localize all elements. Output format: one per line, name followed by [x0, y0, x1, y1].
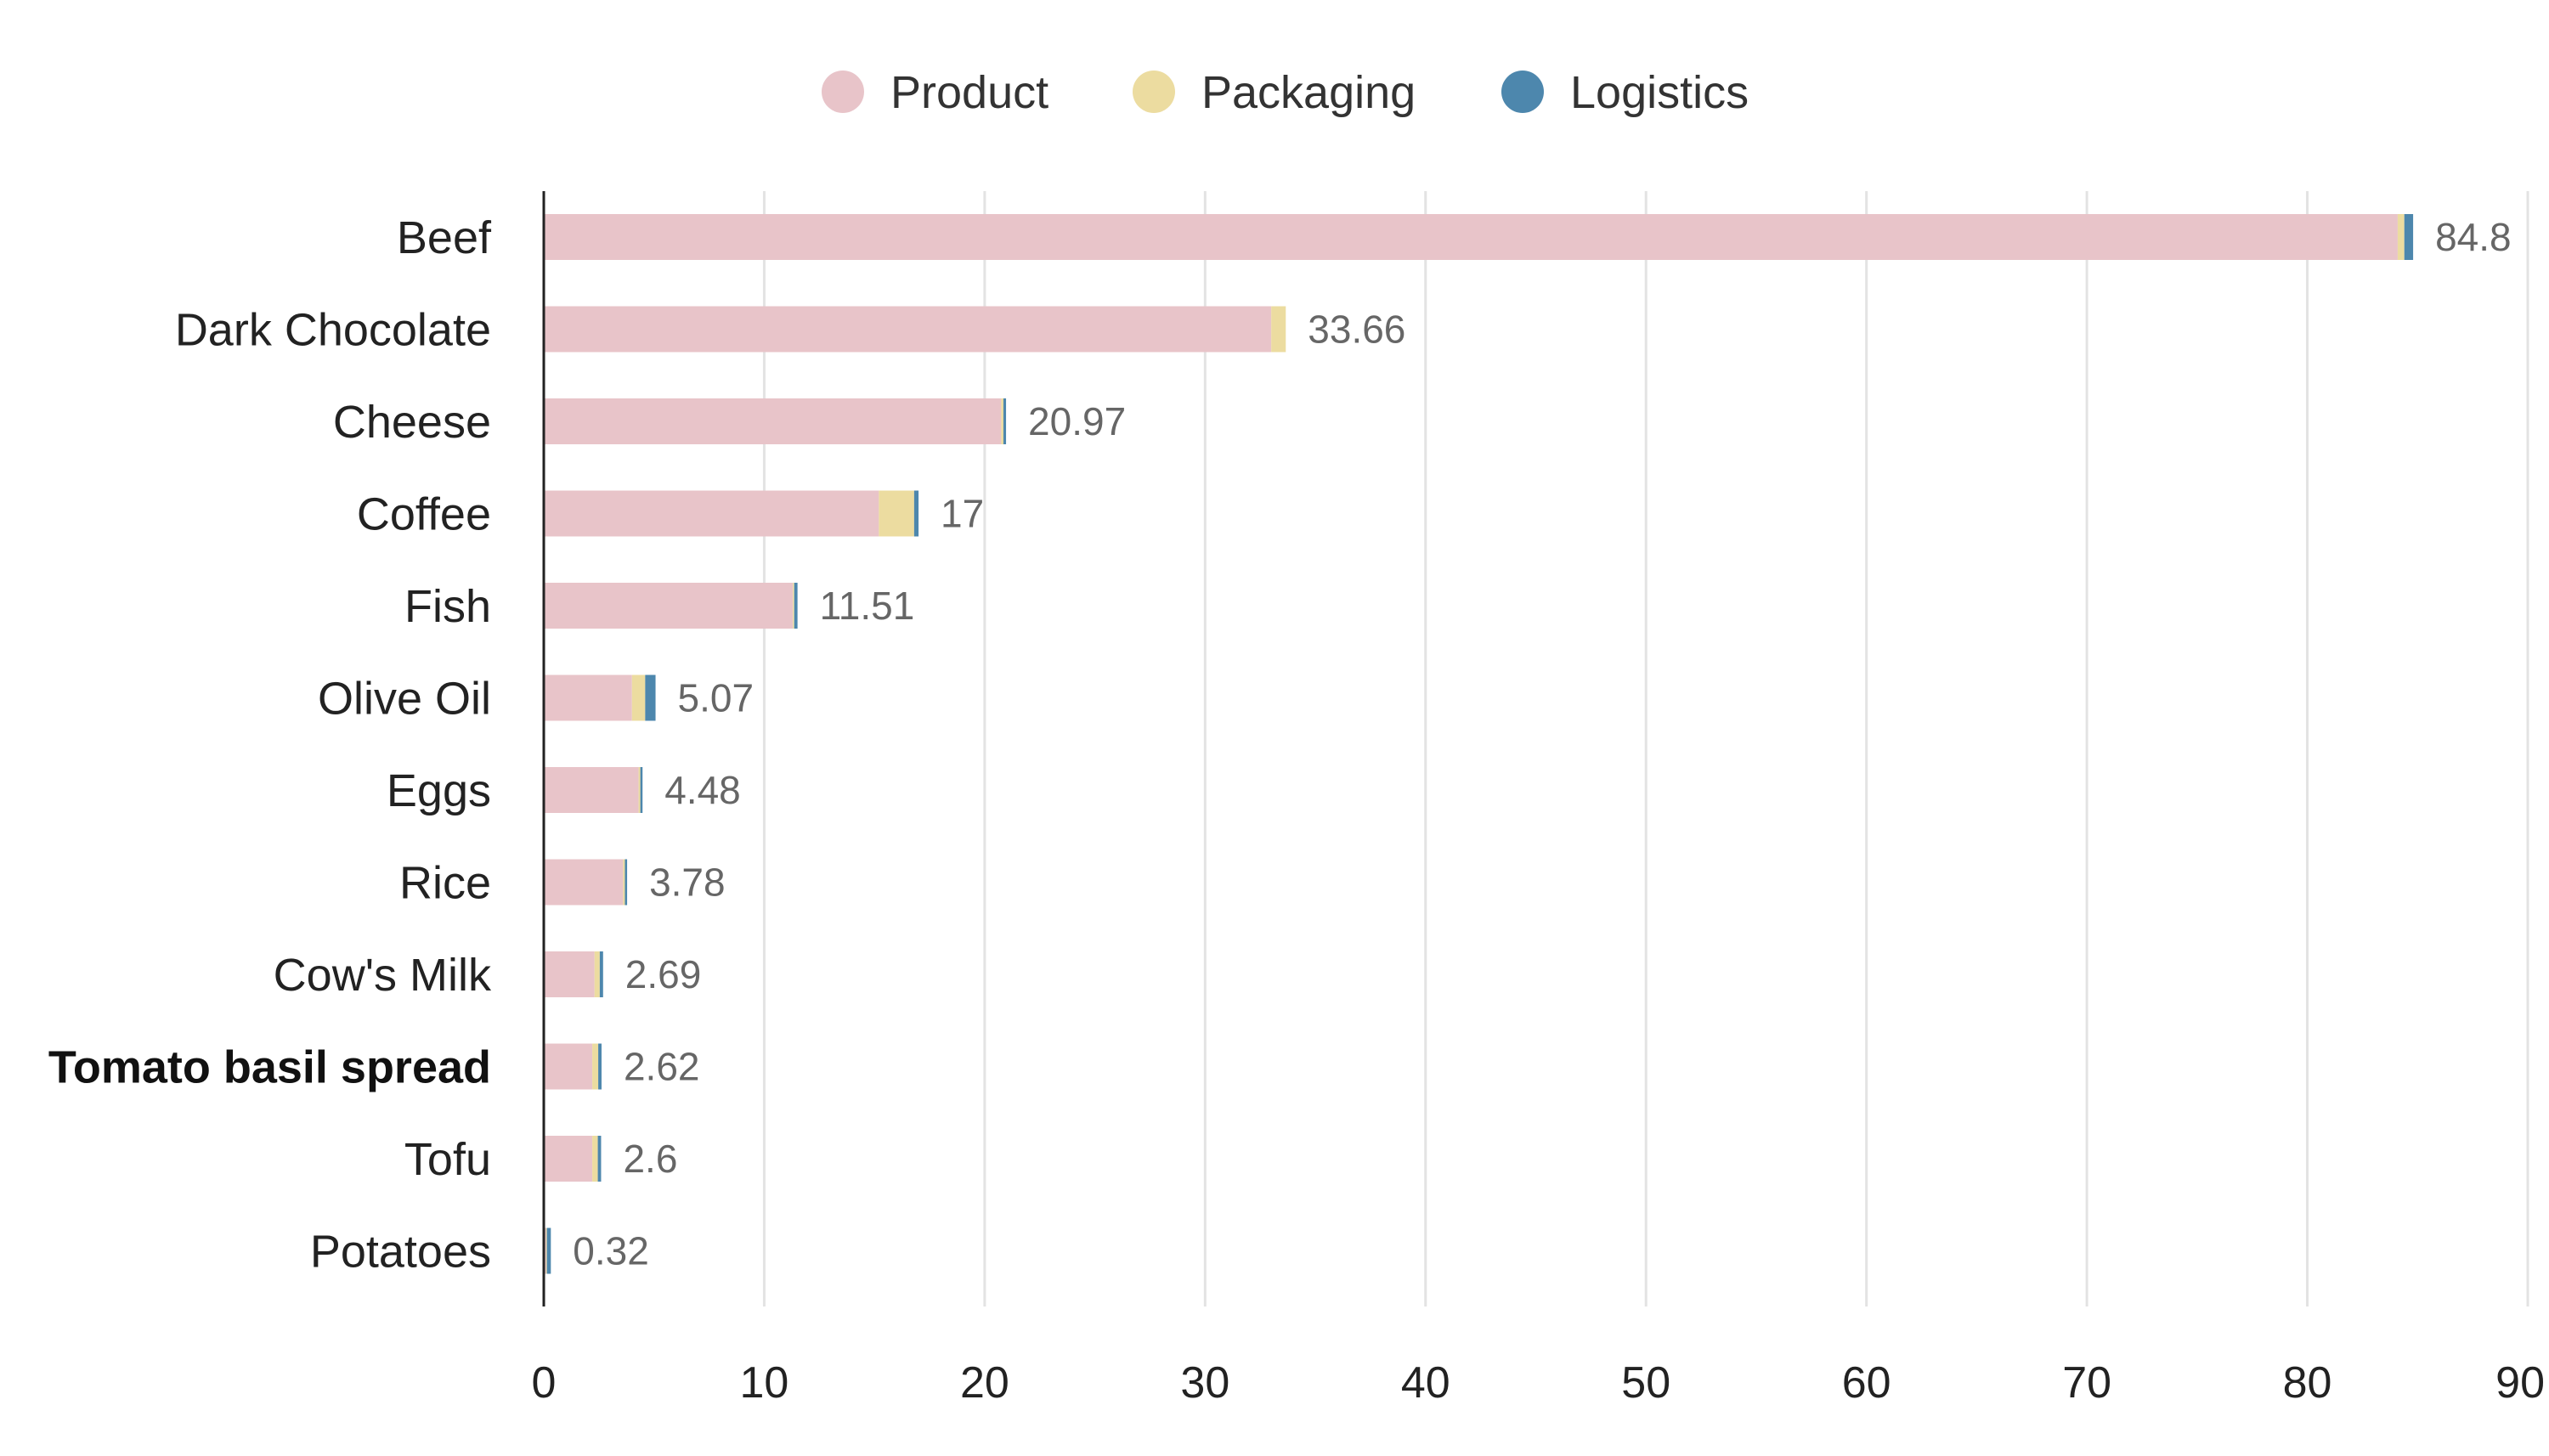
bar-cheese-product [544, 398, 1002, 444]
legend-logistics-marker [1501, 71, 1544, 113]
x-tick-label-80: 80 [2283, 1358, 2332, 1408]
bar-cow-s-milk-packaging [594, 951, 600, 997]
x-tick-label-10: 10 [740, 1358, 789, 1408]
bar-fish-logistics [794, 583, 798, 629]
chart-legend: Product Packaging Logistics [822, 67, 1749, 118]
grid-lines [762, 191, 2529, 1306]
x-tick-label-70: 70 [2062, 1358, 2111, 1408]
bar-fish-packaging [793, 583, 794, 629]
category-label: Olive Oil [318, 674, 491, 725]
bars-area: Beef 84.8 Dark Chocolate 33.66 Cheese 20.97 Co… [48, 212, 2512, 1278]
category-label: Eggs [387, 765, 491, 816]
bar-cow-s-milk-logistics [599, 951, 603, 997]
x-tick-label-50: 50 [1621, 1358, 1670, 1408]
category-label: Tofu [404, 1134, 491, 1185]
legend-product-marker [822, 71, 864, 113]
bar-value-label: 2.69 [625, 952, 702, 996]
bar-value-label: 5.07 [678, 676, 755, 720]
x-tick-label-40: 40 [1401, 1358, 1450, 1408]
bar-value-label: 11.51 [820, 584, 915, 628]
bar-eggs-packaging [638, 767, 641, 813]
x-tick-label-60: 60 [1842, 1358, 1891, 1408]
axes: 0 10 20 30 40 50 60 70 80 90 [532, 191, 2545, 1408]
bar-tomato-basil-spread-packaging [592, 1043, 599, 1090]
bar-value-label: 84.8 [2435, 215, 2512, 259]
x-tick-label-20: 20 [960, 1358, 1009, 1408]
bar-olive-oil-packaging [631, 674, 646, 721]
category-label: Beef [397, 212, 492, 263]
category-label: Cow's Milk [274, 950, 492, 1001]
bar-value-label: 0.32 [573, 1229, 649, 1273]
legend-packaging-marker [1133, 71, 1175, 113]
category-label: Rice [399, 858, 491, 909]
bar-cow-s-milk-product [544, 951, 595, 997]
bar-tofu-packaging [592, 1136, 598, 1182]
bar-rice-product [544, 859, 624, 906]
x-tick-label-90: 90 [2495, 1358, 2545, 1408]
category-label: Coffee [357, 489, 491, 540]
x-tick-label-30: 30 [1180, 1358, 1229, 1408]
bar-beef-packaging [2397, 214, 2405, 260]
bar-value-label: 20.97 [1028, 399, 1126, 443]
legend-logistics-label: Logistics [1570, 67, 1749, 118]
bar-dark-chocolate-product [544, 306, 1272, 353]
category-label: Tomato basil spread [48, 1042, 491, 1093]
bar-value-label: 4.48 [664, 768, 741, 812]
bar-value-label: 33.66 [1308, 308, 1405, 352]
category-label: Potatoes [310, 1227, 491, 1278]
bar-beef-product [544, 214, 2398, 260]
category-label: Fish [404, 581, 491, 632]
bar-tomato-basil-spread-product [544, 1043, 593, 1090]
bar-value-label: 2.6 [623, 1137, 677, 1181]
bar-dark-chocolate-packaging [1271, 306, 1286, 353]
bar-beef-logistics [2404, 214, 2414, 260]
bar-eggs-product [544, 767, 639, 813]
legend-packaging-label: Packaging [1201, 67, 1416, 118]
bar-fish-product [544, 583, 794, 629]
bar-cheese-logistics [1003, 398, 1007, 444]
bar-potatoes-logistics [546, 1227, 551, 1274]
bar-rice-packaging [623, 859, 625, 906]
bar-coffee-logistics [913, 490, 919, 537]
x-tick-label-0: 0 [532, 1358, 557, 1408]
bar-olive-oil-product [544, 674, 632, 721]
bar-coffee-packaging [879, 490, 914, 537]
bar-rice-logistics [625, 859, 628, 906]
bar-tofu-logistics [597, 1136, 602, 1182]
bar-olive-oil-logistics [645, 674, 656, 721]
category-label: Dark Chocolate [175, 305, 491, 356]
bar-eggs-logistics [640, 767, 643, 813]
category-label: Cheese [333, 397, 491, 448]
bar-cheese-packaging [1001, 398, 1003, 444]
bar-tomato-basil-spread-logistics [598, 1043, 602, 1090]
legend-product-label: Product [890, 67, 1048, 118]
bar-tofu-product [544, 1136, 593, 1182]
bar-value-label: 17 [941, 492, 984, 536]
bar-value-label: 3.78 [649, 861, 726, 905]
bar-coffee-product [544, 490, 879, 537]
bar-potatoes-packaging [545, 1227, 547, 1274]
bar-value-label: 2.62 [624, 1045, 700, 1089]
